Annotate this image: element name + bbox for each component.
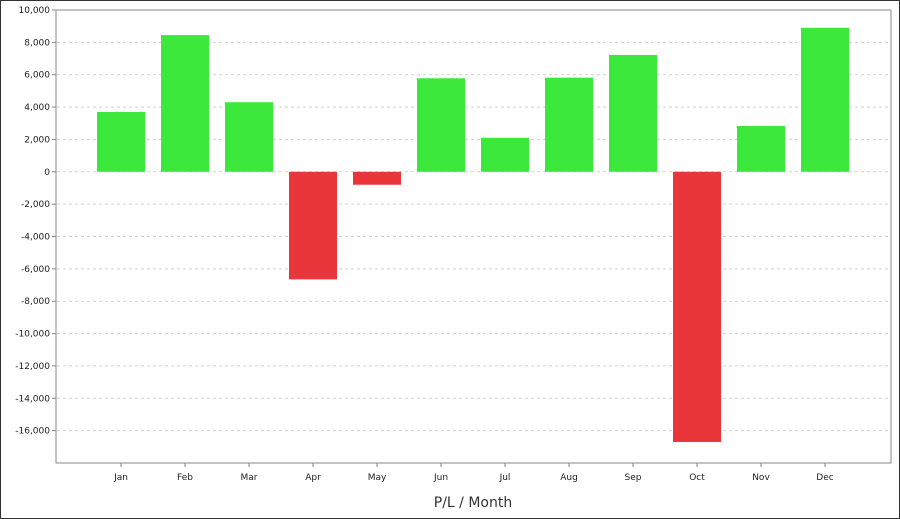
y-tick-label: 2,000 <box>24 135 50 145</box>
bar-jan <box>97 111 145 172</box>
bar-oct <box>673 171 721 442</box>
y-tick-label: -2,000 <box>21 200 50 210</box>
x-axis-label: P/L / Month <box>434 495 512 511</box>
y-tick-label: -16,000 <box>15 427 50 437</box>
x-tick-label: Apr <box>305 473 321 483</box>
x-tick-label: Feb <box>177 473 193 483</box>
bar-nov <box>737 126 785 172</box>
y-tick-label: 10,000 <box>19 6 51 16</box>
bar-jun <box>417 78 465 172</box>
y-tick-label: 6,000 <box>24 71 50 81</box>
bar-feb <box>161 35 209 172</box>
bar-dec <box>801 27 849 172</box>
bar-aug <box>545 77 593 172</box>
x-tick-label: Dec <box>816 473 833 483</box>
y-tick-label: 0 <box>44 168 50 178</box>
x-tick-label: May <box>368 473 387 483</box>
bar-mar <box>225 102 273 172</box>
y-tick-label: -4,000 <box>21 233 50 243</box>
y-axis-ticks: 10,000 8,000 6,000 4,000 2,000 0 -2,000 -4,000 -… <box>15 6 56 437</box>
y-tick-label: 4,000 <box>24 103 50 113</box>
x-tick-label: Oct <box>689 473 705 483</box>
y-tick-label: 8,000 <box>24 38 50 48</box>
x-tick-label: Mar <box>241 473 258 483</box>
y-tick-label: -14,000 <box>15 394 50 404</box>
bar-sep <box>609 54 657 172</box>
y-tick-label: -8,000 <box>21 297 50 307</box>
x-axis-ticks: Jan Feb Mar Apr May Jun Jul Aug Sep Oct Nov Dec <box>113 463 834 483</box>
x-tick-label: Sep <box>625 473 642 483</box>
y-tick-label: -10,000 <box>15 330 50 340</box>
x-tick-label: Jun <box>433 473 448 483</box>
bar-jul <box>481 137 529 172</box>
x-tick-label: Aug <box>560 473 578 483</box>
x-tick-label: Jan <box>113 473 128 483</box>
bars <box>97 27 849 442</box>
x-tick-label: Nov <box>752 473 770 483</box>
y-tick-label: -12,000 <box>15 362 50 372</box>
bar-apr <box>289 171 337 280</box>
bar-may <box>353 171 401 185</box>
x-tick-label: Jul <box>499 473 511 483</box>
y-tick-label: -6,000 <box>21 265 50 275</box>
